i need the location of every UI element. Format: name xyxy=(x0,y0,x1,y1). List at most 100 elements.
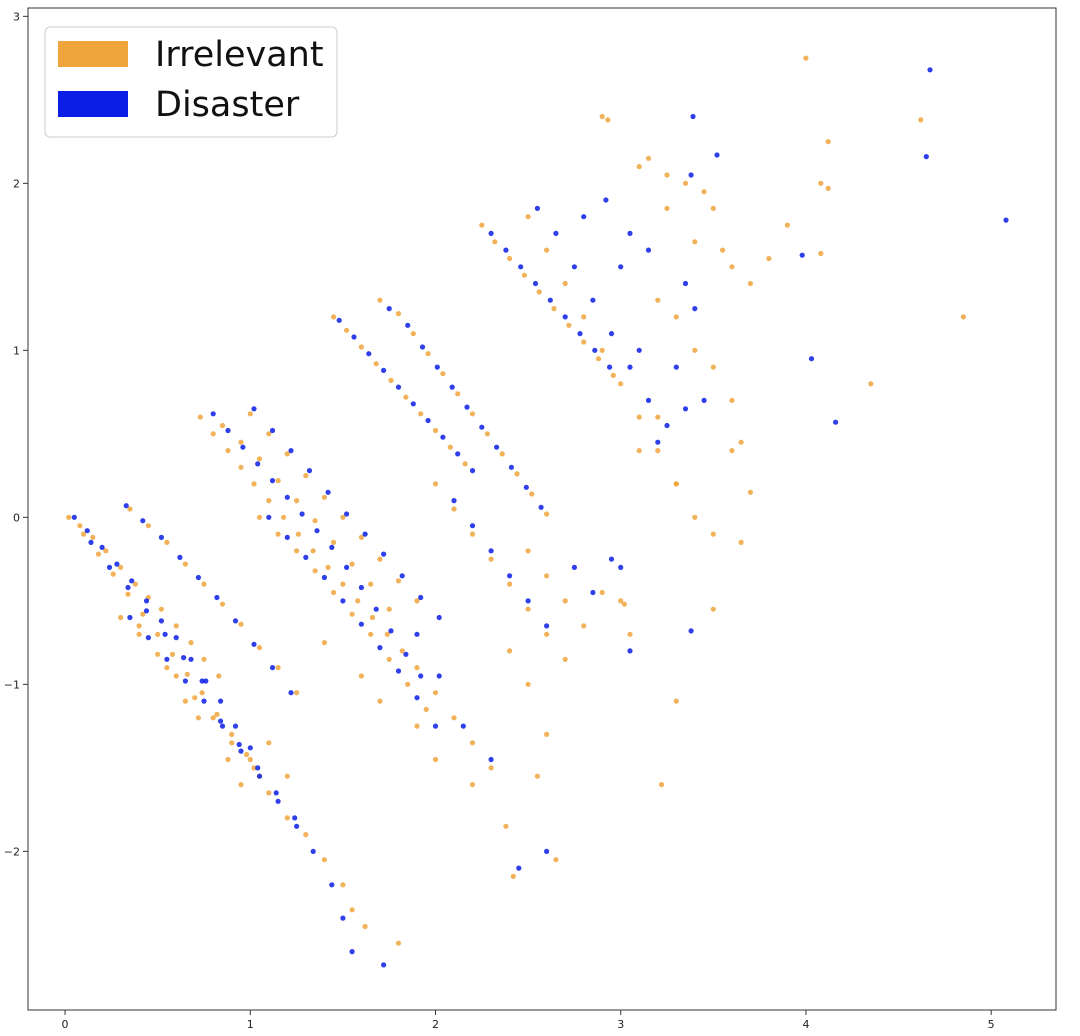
data-point xyxy=(173,673,179,679)
data-point xyxy=(219,723,226,729)
data-point xyxy=(418,673,424,679)
data-point xyxy=(344,564,350,571)
data-point xyxy=(266,431,272,437)
data-point xyxy=(525,598,531,604)
data-point xyxy=(218,718,224,724)
ticks-layer: 0 1 2 3 4 5 −2 −1 0 1 2 3 xyxy=(4,10,995,1031)
data-point xyxy=(673,314,679,320)
data-point xyxy=(118,614,124,621)
data-point xyxy=(645,397,652,403)
data-point xyxy=(358,344,364,350)
data-point xyxy=(469,531,476,537)
data-point xyxy=(701,397,707,403)
data-point xyxy=(173,635,179,641)
data-point xyxy=(571,264,578,270)
data-point xyxy=(238,464,244,470)
data-point xyxy=(284,494,290,500)
data-point xyxy=(682,280,689,287)
data-point xyxy=(312,518,318,524)
data-point xyxy=(618,381,624,387)
data-point xyxy=(314,528,320,534)
data-point xyxy=(158,606,164,612)
legend: Irrelevant Disaster xyxy=(44,26,338,138)
data-point xyxy=(655,439,661,445)
data-point xyxy=(692,514,698,520)
data-point xyxy=(225,756,231,763)
data-point xyxy=(507,573,513,579)
data-point xyxy=(321,494,327,500)
data-point xyxy=(425,417,431,424)
data-point xyxy=(544,573,550,579)
data-point xyxy=(331,539,337,546)
data-point xyxy=(544,631,550,637)
data-point xyxy=(395,384,402,390)
data-point xyxy=(321,574,327,581)
data-point xyxy=(692,306,698,312)
data-point xyxy=(140,518,146,524)
x-tick-label: 0 xyxy=(62,1018,69,1031)
data-point xyxy=(181,655,187,661)
data-point xyxy=(95,551,101,557)
data-point xyxy=(238,439,244,445)
data-point xyxy=(590,589,596,596)
data-point xyxy=(627,631,633,637)
data-point xyxy=(232,618,239,624)
data-point xyxy=(344,511,350,517)
x-tick-label: 2 xyxy=(432,1018,439,1031)
data-point xyxy=(377,698,383,704)
data-point xyxy=(177,554,183,561)
data-point xyxy=(645,247,652,253)
data-point xyxy=(310,848,316,855)
data-point xyxy=(269,665,276,671)
data-point xyxy=(182,678,188,684)
data-point xyxy=(284,451,290,457)
data-point xyxy=(256,645,263,651)
data-point xyxy=(66,514,72,520)
data-point xyxy=(143,598,150,604)
data-point xyxy=(266,498,272,504)
data-point xyxy=(414,723,420,729)
y-tick-label: −2 xyxy=(4,845,20,858)
data-point xyxy=(521,272,528,278)
data-point xyxy=(106,564,113,571)
data-point xyxy=(553,230,559,236)
data-point xyxy=(608,556,615,562)
data-point xyxy=(136,631,142,637)
data-point xyxy=(488,556,494,562)
data-point xyxy=(381,962,387,968)
data-point xyxy=(349,907,355,913)
data-point xyxy=(423,706,429,713)
data-point xyxy=(566,322,572,328)
data-point xyxy=(388,628,394,634)
data-point xyxy=(636,347,642,353)
data-point xyxy=(440,434,446,440)
legend-swatch-disaster xyxy=(58,91,128,117)
data-point xyxy=(340,581,346,587)
data-point xyxy=(127,506,133,512)
data-point xyxy=(581,214,587,220)
data-point xyxy=(251,765,257,771)
data-point xyxy=(469,523,476,529)
data-point xyxy=(603,197,609,203)
data-point xyxy=(201,581,207,587)
data-point xyxy=(284,534,290,541)
plot-frame xyxy=(27,7,1057,1011)
data-point xyxy=(90,534,96,541)
data-point xyxy=(636,164,642,170)
data-point xyxy=(636,414,642,420)
data-point xyxy=(145,523,151,529)
data-point xyxy=(362,923,368,930)
y-tick-label: 3 xyxy=(13,10,20,23)
data-point xyxy=(118,564,124,571)
data-point xyxy=(294,498,300,504)
data-point xyxy=(331,589,337,596)
data-point xyxy=(960,314,967,320)
data-point xyxy=(432,690,439,696)
data-point xyxy=(562,314,568,320)
data-point xyxy=(923,154,929,160)
data-point xyxy=(403,651,409,657)
data-point xyxy=(182,698,188,704)
data-point xyxy=(321,640,327,646)
data-point xyxy=(184,671,190,677)
